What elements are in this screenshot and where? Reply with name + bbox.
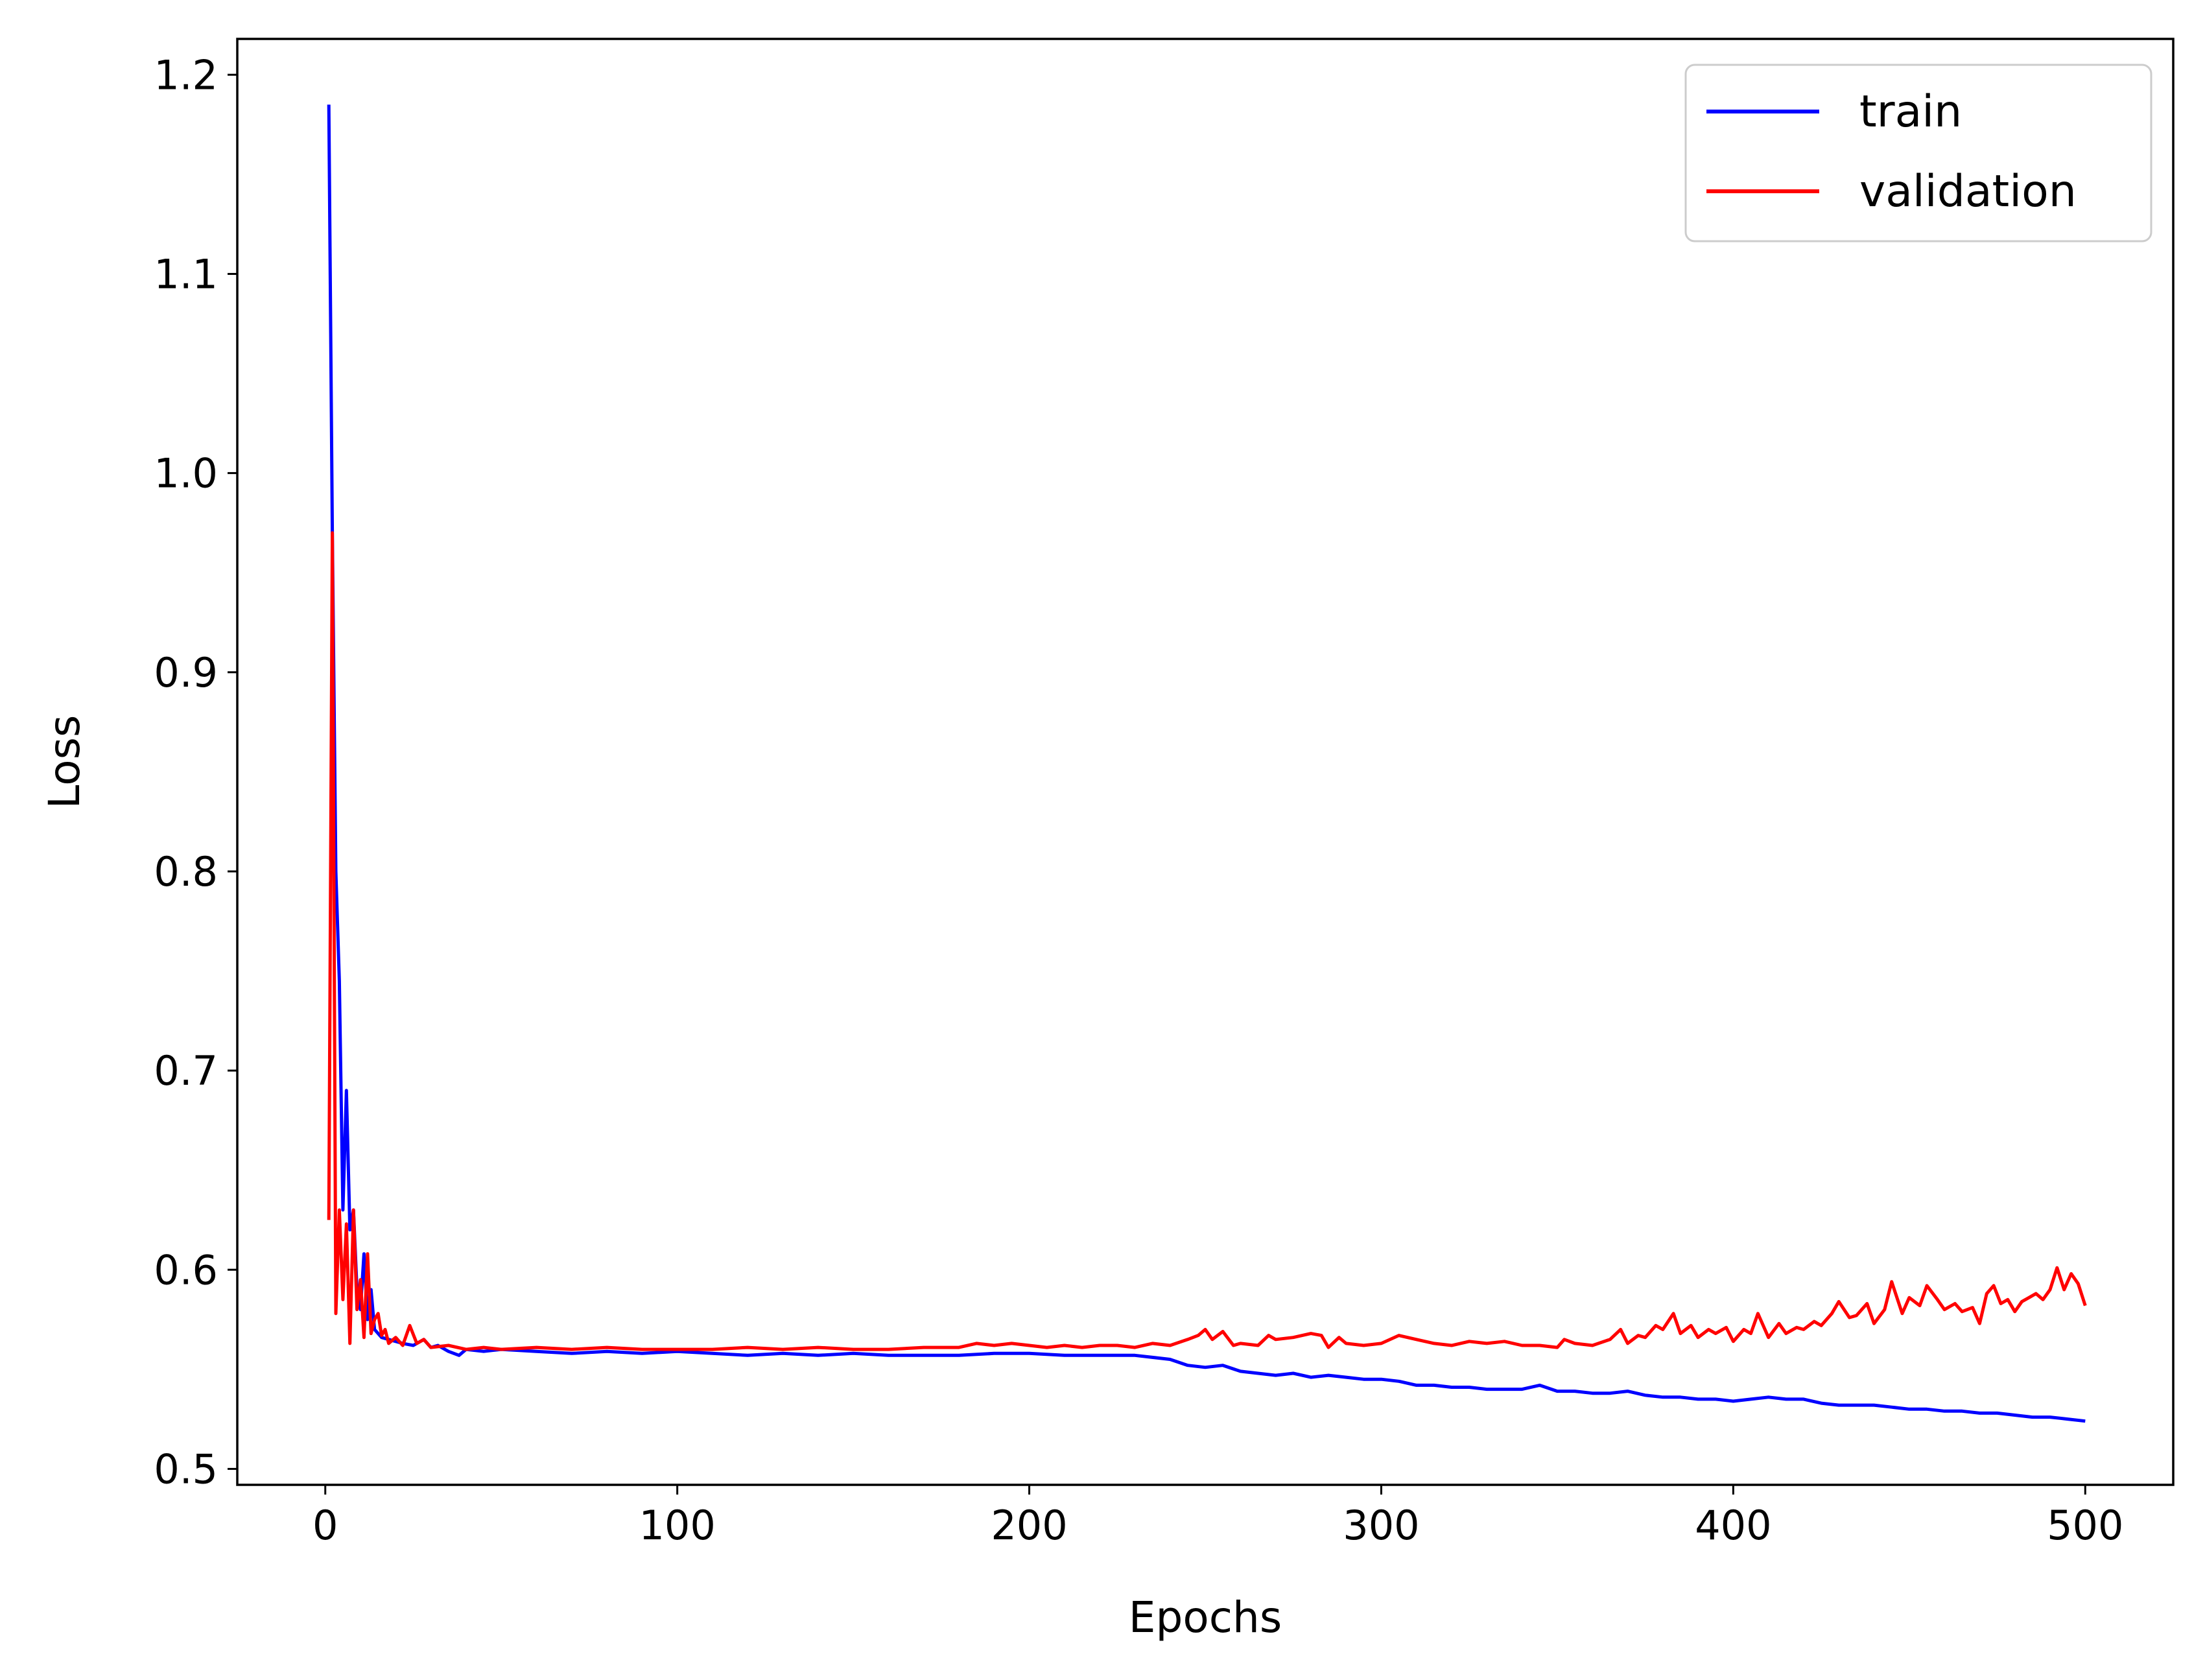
- plot-area: [237, 39, 2173, 1485]
- y-tick-label: 0.6: [154, 1246, 218, 1294]
- series-line-validation: [327, 531, 2087, 1351]
- x-tick-label: 500: [2047, 1502, 2123, 1549]
- y-tick-label: 1.0: [154, 450, 218, 497]
- x-axis-ticks: 0 100 200 300 400 500: [312, 1485, 2123, 1549]
- y-axis-ticks: 0.5 0.6 0.7 0.8 0.9 1.0 1.1 1.2: [154, 51, 237, 1493]
- x-tick-label: 100: [639, 1502, 715, 1549]
- plot-frame: [236, 38, 2175, 1486]
- legend-label-validation: validation: [1859, 166, 2077, 217]
- y-tick-label: 0.5: [154, 1445, 218, 1493]
- x-tick-label: 200: [991, 1502, 1067, 1549]
- legend-label-train: train: [1859, 86, 1962, 137]
- y-tick-label: 0.9: [154, 649, 218, 696]
- x-axis-label: Epochs: [1129, 1592, 1282, 1642]
- legend: train validation: [1684, 64, 2152, 243]
- x-tick-label: 0: [312, 1502, 338, 1549]
- x-tick-label: 300: [1343, 1502, 1419, 1549]
- y-axis-label: Loss: [40, 715, 89, 809]
- y-tick-label: 0.7: [154, 1047, 218, 1094]
- y-tick-label: 0.8: [154, 848, 218, 895]
- x-tick-label: 400: [1695, 1502, 1771, 1549]
- legend-box: [1684, 64, 2152, 243]
- series-layer: [327, 104, 2087, 1423]
- y-tick-label: 1.2: [154, 51, 218, 99]
- y-tick-label: 1.1: [154, 250, 218, 298]
